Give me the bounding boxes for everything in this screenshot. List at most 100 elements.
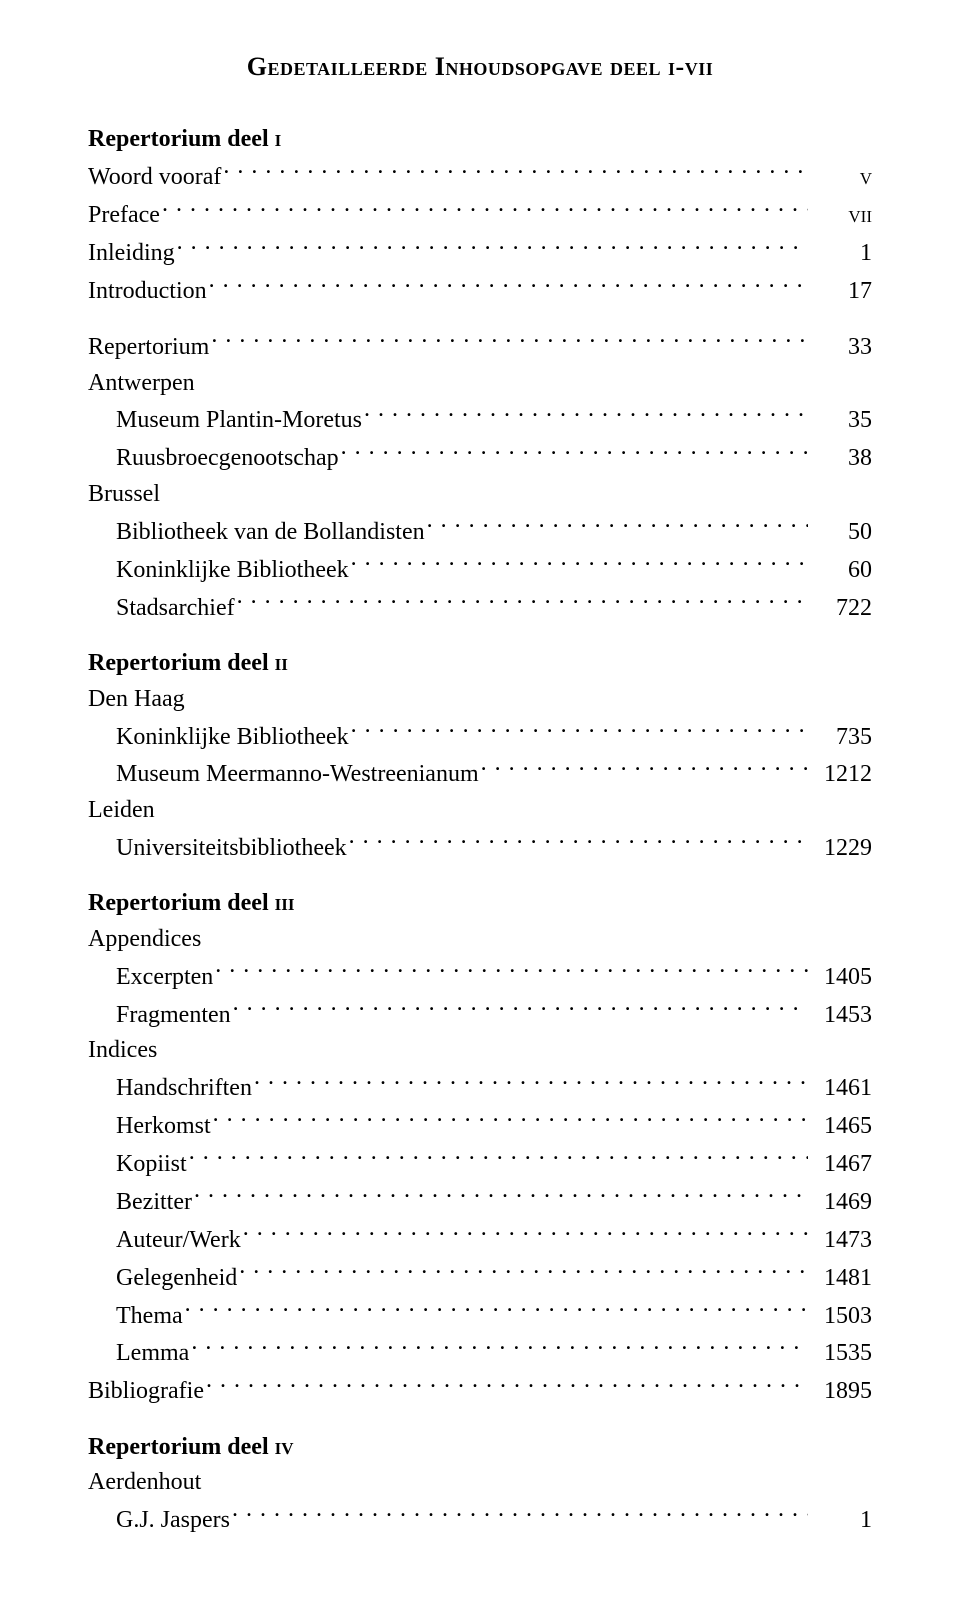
dot-leader [239, 1258, 808, 1284]
toc-entry: Repertorium 33 [88, 328, 872, 366]
toc-entry: Kopiist 1467 [88, 1145, 872, 1183]
toc-entry: Bibliotheek van de Bollandisten50 [88, 512, 872, 550]
toc-group-label: Den Haag [88, 682, 872, 718]
toc-entry: Fragmenten 1453 [88, 995, 872, 1033]
dot-leader [351, 717, 808, 743]
dot-leader [243, 1220, 808, 1246]
dot-leader [427, 512, 808, 538]
toc-entry: Museum Plantin-Moretus35 [88, 401, 872, 439]
toc-entry-label: Appendices [88, 922, 201, 958]
toc-page-number: 35 [808, 403, 872, 439]
toc-page-number: 1469 [808, 1185, 872, 1221]
toc-entry-label: Koninklijke Bibliotheek [116, 553, 349, 589]
toc-entry-label: Universiteitsbibliotheek [116, 831, 347, 867]
toc-page-number: 1212 [808, 757, 872, 793]
toc-page-number: 1535 [808, 1336, 872, 1372]
section-heading: Repertorium deel iv [88, 1430, 872, 1466]
dot-leader [213, 1107, 808, 1133]
toc-entry: Introduction 17 [88, 272, 872, 310]
toc-group-label: Brussel [88, 477, 872, 513]
toc-page-number: 735 [808, 720, 872, 756]
toc-entry-label: Thema [116, 1299, 183, 1335]
section-heading: Repertorium deel iii [88, 886, 872, 922]
toc-entry-label: Gelegenheid [116, 1261, 237, 1297]
toc-entry-label: Repertorium [88, 330, 209, 366]
toc-group-label: Antwerpen [88, 366, 872, 402]
toc-page-number: vii [808, 198, 872, 234]
toc-entry-label: Fragmenten [116, 998, 231, 1034]
toc-entry: Lemma 1535 [88, 1334, 872, 1372]
toc-entry-label: Den Haag [88, 682, 185, 718]
toc-page-number: 1461 [808, 1071, 872, 1107]
toc-page-number: 17 [808, 274, 872, 310]
section-heading-prefix: Repertorium deel [88, 650, 275, 676]
page-title: Gedetailleerde Inhoudsopgave deel i-vii [88, 48, 872, 86]
toc-page-number: 50 [808, 515, 872, 551]
toc-entry-label: Bezitter [116, 1185, 192, 1221]
toc-entry-label: G.J. Jaspers [116, 1503, 230, 1539]
toc-entry-label: Lemma [116, 1336, 189, 1372]
section-heading: Repertorium deel ii [88, 646, 872, 682]
section-heading-part: iv [275, 1434, 294, 1460]
toc-entry: Bezitter 1469 [88, 1182, 872, 1220]
toc-entry-label: Leiden [88, 793, 155, 829]
toc-entry-label: Kopiist [116, 1147, 187, 1183]
toc-entry-label: Woord vooraf [88, 160, 221, 196]
toc-page-number: 1473 [808, 1223, 872, 1259]
toc-entry: Museum Meermanno-Westreenianum 1212 [88, 755, 872, 793]
toc-page-number: 1467 [808, 1147, 872, 1183]
section-heading-prefix: Repertorium deel [88, 1434, 275, 1460]
toc-entry-label: Stadsarchief [116, 591, 235, 627]
toc-page-number: 33 [808, 330, 872, 366]
toc-page-number: 38 [808, 441, 872, 477]
dot-leader [254, 1069, 808, 1095]
toc-entry-label: Museum Meermanno-Westreenianum [116, 757, 479, 793]
dot-leader [349, 828, 808, 854]
toc-page-number: 1453 [808, 998, 872, 1034]
toc-entry-label: Indices [88, 1033, 157, 1069]
toc-entry: Handschriften 1461 [88, 1069, 872, 1107]
section-heading-prefix: Repertorium deel [88, 890, 275, 916]
toc-entry: Thema 1503 [88, 1296, 872, 1334]
toc-entry: Preface vii [88, 196, 872, 234]
dot-leader [351, 550, 808, 576]
toc-entry: Gelegenheid1481 [88, 1258, 872, 1296]
section-heading-part: ii [275, 650, 288, 676]
toc-entry-label: Introduction [88, 274, 207, 310]
toc-page-number: 1895 [808, 1374, 872, 1410]
toc-entry: Stadsarchief 722 [88, 588, 872, 626]
toc-entry-label: Preface [88, 198, 160, 234]
toc-page-number: 1405 [808, 960, 872, 996]
dot-leader [341, 439, 808, 465]
toc-page-number: 1503 [808, 1299, 872, 1335]
toc-entry-label: Excerpten [116, 960, 213, 996]
toc-group-label: Indices [88, 1033, 872, 1069]
toc-page-number: 722 [808, 591, 872, 627]
toc-page-number: 1229 [808, 831, 872, 867]
dot-leader [215, 957, 808, 983]
toc-entry-label: Inleiding [88, 236, 175, 272]
toc-root: Repertorium deel iWoord voorafvPrefacevi… [88, 122, 872, 1538]
toc-entry-label: Antwerpen [88, 366, 195, 402]
dot-leader [237, 588, 808, 614]
toc-page-number: 1 [808, 236, 872, 272]
dot-leader [233, 995, 808, 1021]
dot-leader [194, 1182, 808, 1208]
toc-entry: Excerpten 1405 [88, 957, 872, 995]
toc-entry: Inleiding 1 [88, 234, 872, 272]
toc-entry-label: Auteur/Werk [116, 1223, 241, 1259]
toc-entry-label: Handschriften [116, 1071, 252, 1107]
toc-group-label: Leiden [88, 793, 872, 829]
toc-page-number: 1465 [808, 1109, 872, 1145]
dot-leader [177, 234, 808, 260]
toc-entry: Universiteitsbibliotheek 1229 [88, 828, 872, 866]
toc-entry: Bibliografie1895 [88, 1372, 872, 1410]
dot-leader [364, 401, 808, 427]
section-heading-part: i [275, 126, 282, 152]
toc-entry: Koninklijke Bibliotheek60 [88, 550, 872, 588]
dot-leader [191, 1334, 808, 1360]
section-heading-part: iii [275, 890, 295, 916]
toc-entry: Koninklijke Bibliotheek735 [88, 717, 872, 755]
page-container: Gedetailleerde Inhoudsopgave deel i-vii … [0, 0, 960, 1599]
dot-leader [185, 1296, 808, 1322]
